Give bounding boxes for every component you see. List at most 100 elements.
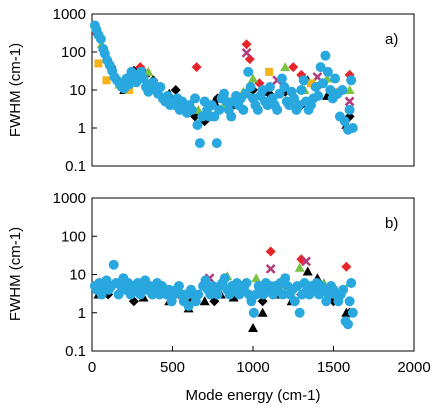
y-tick-label: 1000 [53, 6, 86, 23]
data-point-circle [338, 284, 349, 295]
data-point-circle [96, 289, 107, 300]
data-point-triangle [143, 66, 154, 76]
data-point-diamond [244, 54, 255, 65]
data-point-circle [347, 307, 358, 318]
data-point-diamond [296, 254, 307, 265]
data-point-circle [135, 289, 146, 300]
data-point-circle [245, 81, 256, 92]
y-tick-label: 10 [69, 82, 86, 99]
data-point-circle [241, 277, 252, 288]
data-point-circle [344, 104, 355, 115]
data-point-circle [342, 319, 353, 330]
data-point-circle [190, 93, 201, 104]
data-point-diamond [341, 261, 352, 272]
data-point-circle [211, 138, 222, 149]
panel-label-b: b) [385, 215, 398, 232]
y-axis-title-a: FWHM (cm-1) [7, 43, 24, 137]
data-point-diamond [191, 62, 202, 73]
data-point-diamond [265, 246, 276, 257]
data-point-diamond [170, 85, 181, 95]
data-point-triangle [280, 62, 291, 72]
data-point-triangle [294, 262, 305, 272]
x-tick-label: 0 [88, 359, 96, 376]
y-tick-label: 1000 [53, 190, 86, 207]
y-axis-title-b: FWHM (cm-1) [7, 227, 24, 321]
x-tick-label: 1000 [236, 359, 269, 376]
data-point-circle [337, 85, 348, 95]
x-tick-label: 1500 [317, 359, 350, 376]
data-point-circle [252, 104, 263, 115]
data-point-circle [95, 33, 106, 44]
data-point-circle [186, 104, 197, 115]
y-tick-label: 1 [78, 120, 86, 137]
data-point-circle [294, 307, 305, 318]
y-tick-label: 0.1 [65, 343, 86, 360]
data-point-circle [138, 73, 149, 84]
data-point-circle [344, 296, 355, 307]
data-point-circle [296, 85, 307, 95]
data-point-circle [264, 81, 275, 92]
data-point-circle [113, 289, 124, 300]
panel-b: 0.1 1 10 100 1000 0 500 1000 1500 2000 b) FWHM (… [7, 190, 431, 404]
data-point-circle [313, 90, 324, 101]
panel-label-a: a) [385, 31, 398, 48]
data-point-circle [330, 73, 341, 84]
data-point-triangle [248, 322, 258, 332]
data-point-circle [226, 111, 237, 122]
y-tick-label: 100 [61, 44, 86, 61]
data-point-circle [322, 66, 333, 77]
data-point-circle [108, 259, 119, 270]
y-tick-label: 1 [78, 305, 86, 322]
data-point-circle [194, 138, 205, 149]
data-point-circle [346, 277, 357, 288]
data-point-circle [183, 301, 194, 312]
marks-a [89, 20, 358, 149]
data-point-circle [346, 75, 357, 86]
data-point-circle [289, 296, 300, 307]
data-point-square [94, 59, 103, 68]
data-point-triangle [199, 296, 210, 306]
data-point-circle [280, 273, 291, 284]
data-point-circle [173, 281, 184, 292]
data-point-circle [193, 289, 204, 300]
y-tick-label: 0.1 [65, 158, 86, 175]
data-point-square [102, 76, 111, 85]
data-point-circle [339, 116, 350, 127]
data-point-circle [219, 88, 230, 99]
data-point-x [241, 47, 252, 58]
data-point-square [265, 67, 274, 76]
y-tick-label: 100 [61, 228, 86, 245]
data-point-circle [192, 119, 203, 130]
x-axis-title: Mode energy (cm-1) [185, 387, 320, 404]
data-point-square [125, 86, 134, 94]
data-point-circle [155, 81, 166, 92]
y-ticks-a: 0.1 1 10 100 1000 [53, 6, 97, 175]
data-point-circle [243, 66, 254, 77]
data-point-triangle [302, 266, 313, 276]
data-point-circle [298, 75, 309, 86]
data-point-circle [212, 289, 223, 300]
data-point-circle [148, 77, 159, 88]
data-point-circle [315, 62, 326, 73]
data-point-circle [219, 273, 230, 284]
data-point-square [306, 79, 315, 88]
panel-a: 0.1 1 10 100 1000 a) FWHM (cm-1) [7, 6, 415, 175]
data-point-circle [206, 100, 217, 111]
data-point-circle [238, 104, 249, 115]
data-point-circle [276, 73, 287, 84]
data-point-circle [279, 81, 290, 92]
data-point-circle [277, 289, 288, 300]
data-point-triangle [251, 273, 262, 283]
data-point-diamond [288, 62, 299, 73]
x-tick-label: 500 [160, 359, 185, 376]
data-point-circle [320, 50, 331, 61]
data-point-x [301, 256, 312, 267]
x-ticks-b: 0 500 1000 1500 2000 [88, 346, 431, 376]
data-point-circle [214, 104, 225, 115]
marks-b [89, 246, 358, 332]
data-point-circle [200, 275, 211, 286]
data-point-circle [272, 104, 283, 115]
data-point-triangle [257, 307, 268, 317]
data-point-circle [347, 123, 358, 133]
